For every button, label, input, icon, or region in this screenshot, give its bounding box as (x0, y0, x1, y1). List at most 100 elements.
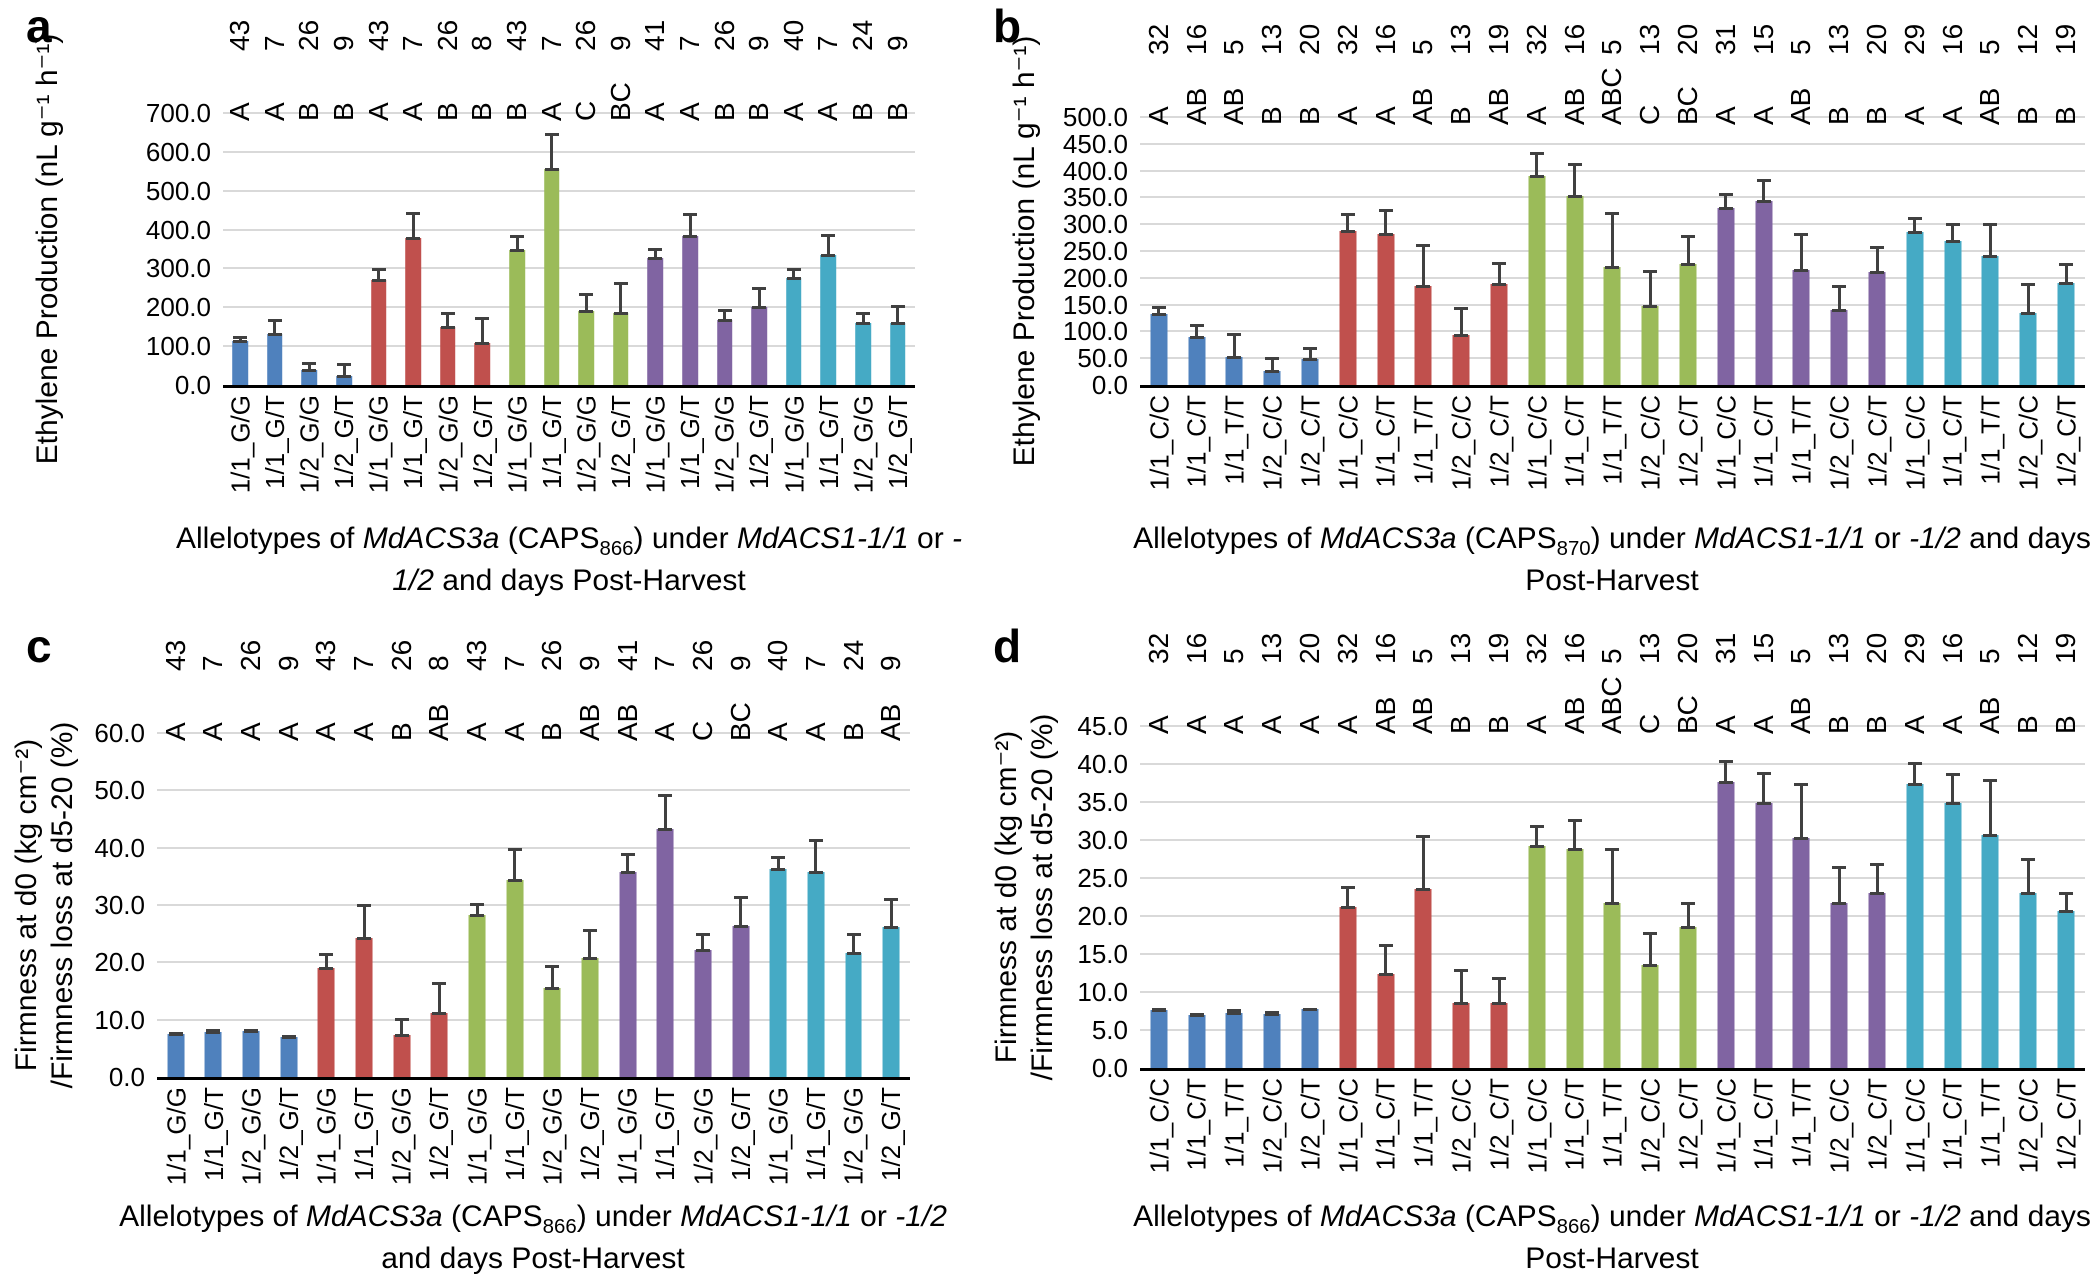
significance-letter: B (708, 102, 740, 121)
significance-letter: AB (1180, 87, 1212, 125)
x-axis-caption: Allelotypes of MdACS3a (CAPS866) under M… (1092, 1196, 2100, 1280)
x-tick-label: 1/1_T/T (1219, 1078, 1250, 1168)
bar (1981, 256, 1999, 385)
bar (543, 169, 560, 385)
x-tick-label: 1/2_G/T (467, 395, 498, 489)
error-bar-top-cap (2059, 262, 2074, 266)
error-bar-lower-cap (648, 256, 663, 260)
error-bar-lower-cap (579, 310, 594, 314)
caption-segment: Allelotypes of (1133, 1200, 1320, 1233)
error-bar (1951, 773, 1955, 803)
significance-letter: B (2012, 106, 2044, 125)
significance-letter: B (1823, 715, 1855, 734)
x-tick-label: 1/1_C/T (1370, 1078, 1401, 1171)
y-tick-label: 50.0 (1077, 343, 1128, 374)
error-bar-top-cap (206, 1029, 221, 1033)
error-bar (1384, 944, 1388, 974)
y-tick-label: 100.0 (145, 331, 211, 362)
bar-slot: B 12 1/2_C/C (2009, 24, 2047, 491)
significance-letter: A (258, 102, 290, 121)
error-bar (653, 248, 657, 258)
y-tick-label: 350.0 (1062, 182, 1128, 213)
bar (882, 927, 900, 1077)
bar (336, 375, 352, 385)
error-bar-top-cap (1945, 223, 1960, 227)
bar (1792, 837, 1810, 1068)
error-bar-lower-cap (1983, 833, 1998, 837)
significance-letter: B (837, 722, 869, 741)
error-bar-top-cap (821, 234, 836, 238)
bar (2019, 893, 2037, 1068)
significance-letter: BC (1672, 86, 1704, 125)
sample-count-label: 41 (611, 639, 643, 671)
x-tick-label: 1/1_C/C (1899, 1078, 1930, 1174)
caption-line: Allelotypes of MdACS3a (CAPS870) under M… (1092, 518, 2100, 560)
error-bar-lower-cap (613, 312, 628, 316)
bar (1906, 231, 1924, 385)
bar-slot: A 7 1/1_G/T (797, 655, 835, 1181)
error-bar-top-cap (1907, 217, 1922, 221)
error-bar-top-cap (1794, 232, 1809, 236)
error-bar-top-cap (1945, 773, 1960, 777)
y-tick-label: 0.0 (1091, 370, 1128, 400)
sample-count-label: 13 (1823, 632, 1855, 664)
error-bar (273, 318, 277, 335)
significance-letter: A (1142, 106, 1174, 125)
bar (474, 343, 491, 385)
sample-count-label: 19 (1483, 23, 1515, 55)
x-tick-label: 1/1_G/G (363, 395, 394, 494)
x-tick-label: 1/1_C/T (1181, 395, 1212, 488)
sample-count-label: 43 (362, 19, 394, 51)
bar-slot: A 15 1/1_C/T (1745, 633, 1783, 1171)
caption-line: Allelotypes of MdACS3a (CAPS866) under M… (103, 1196, 963, 1238)
bar (656, 828, 674, 1077)
y-tick-label: 250.0 (1062, 236, 1128, 266)
significance-letter: A (1898, 715, 1930, 734)
gridline (1140, 116, 2085, 118)
significance-letter: B (881, 102, 913, 121)
sample-count-label: 7 (397, 35, 429, 51)
error-bar-top-cap (695, 932, 710, 936)
bar (1301, 1009, 1319, 1068)
bar (430, 1013, 448, 1077)
bar-slot: A 43 1/1_G/G (308, 640, 346, 1185)
bar (1377, 973, 1395, 1068)
caption-segment: or (851, 1200, 896, 1233)
error-bar-lower-cap (1340, 905, 1355, 909)
sample-count-label: 5 (1218, 648, 1250, 664)
error-bar-lower-cap (281, 1035, 296, 1039)
error-bar (1535, 151, 1539, 176)
y-axis-title-line: Ethylene Production (nL g⁻¹ h⁻¹) (31, 33, 64, 465)
y-tick-label: 10.0 (1077, 977, 1128, 1008)
error-bar-top-cap (1567, 163, 1582, 167)
error-bar-lower-cap (733, 924, 748, 928)
gridline (223, 150, 915, 153)
sample-count-label: 20 (1672, 23, 1704, 55)
y-tick-label: 150.0 (1062, 289, 1128, 320)
error-bar-lower-cap (1227, 1011, 1242, 1015)
error-bar-top-cap (683, 213, 698, 217)
bar (1717, 782, 1735, 1068)
sample-count-label: 26 (431, 19, 463, 51)
error-bar (619, 282, 623, 314)
significance-letter: A (1369, 106, 1401, 125)
error-bar-top-cap (337, 362, 352, 366)
significance-letter: A (777, 102, 809, 121)
error-bar-top-cap (1605, 848, 1620, 852)
significance-letter: AB (1558, 87, 1590, 125)
bar (1150, 1010, 1168, 1068)
error-bar-lower-cap (302, 368, 317, 372)
bar (1603, 903, 1621, 1068)
caption-segment: MdACS3a (305, 1200, 443, 1233)
significance-letter: B (2012, 715, 2044, 734)
x-tick-label: 1/1_G/T (800, 1087, 831, 1181)
sample-count-label: 9 (573, 655, 605, 671)
error-bar (480, 317, 484, 344)
error-bar-lower-cap (821, 253, 836, 257)
sample-count-label: 24 (837, 639, 869, 671)
x-axis-caption: Allelotypes of MdACS3a (CAPS870) under M… (1092, 518, 2100, 602)
sample-count-label: 19 (2050, 632, 2082, 664)
x-tick-label: 1/1_T/T (1597, 1078, 1628, 1168)
error-bar (1799, 232, 1803, 270)
error-bar (814, 838, 818, 873)
